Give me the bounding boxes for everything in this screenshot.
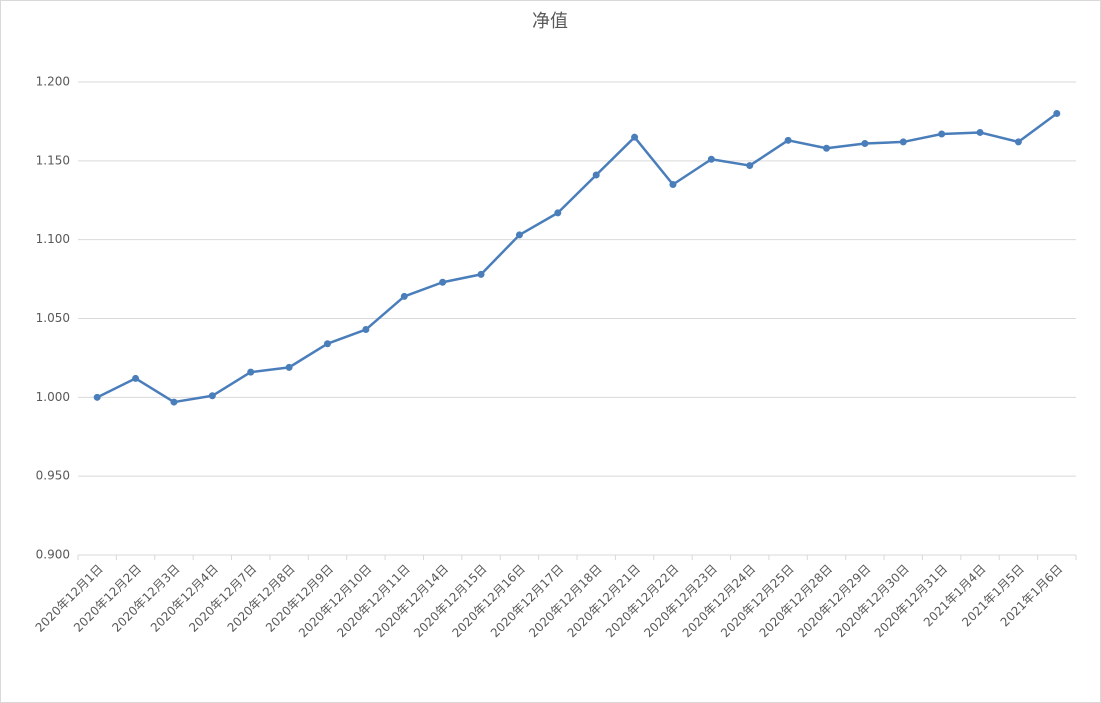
point xyxy=(515,231,523,239)
chart-title: 净值 xyxy=(532,11,568,32)
point xyxy=(1053,110,1061,118)
point xyxy=(938,130,946,138)
point xyxy=(170,398,178,406)
y-tick-label: 1.200 xyxy=(36,75,70,89)
point xyxy=(208,392,216,400)
y-tick-label: 1.150 xyxy=(36,153,70,167)
point xyxy=(132,374,140,382)
point xyxy=(362,326,370,334)
point xyxy=(400,292,408,300)
point xyxy=(247,368,255,376)
point xyxy=(324,340,331,348)
y-tick-label: 1.050 xyxy=(36,311,70,325)
y-tick-label: 0.900 xyxy=(36,548,70,562)
point xyxy=(784,136,792,144)
point xyxy=(976,128,984,136)
point xyxy=(592,171,600,179)
point xyxy=(477,270,485,278)
point xyxy=(631,133,639,141)
point xyxy=(554,209,562,217)
point xyxy=(669,180,677,188)
y-tick-label: 1.100 xyxy=(36,232,70,246)
point xyxy=(1014,138,1022,146)
point xyxy=(707,155,715,163)
point xyxy=(899,138,907,146)
point xyxy=(861,139,869,147)
point xyxy=(285,363,293,371)
point xyxy=(439,278,447,286)
line xyxy=(96,112,1058,404)
point xyxy=(823,144,830,152)
point xyxy=(93,393,101,401)
y-tick-label: 1.000 xyxy=(36,390,70,404)
y-tick-label: 0.950 xyxy=(36,469,70,483)
point xyxy=(746,162,754,170)
